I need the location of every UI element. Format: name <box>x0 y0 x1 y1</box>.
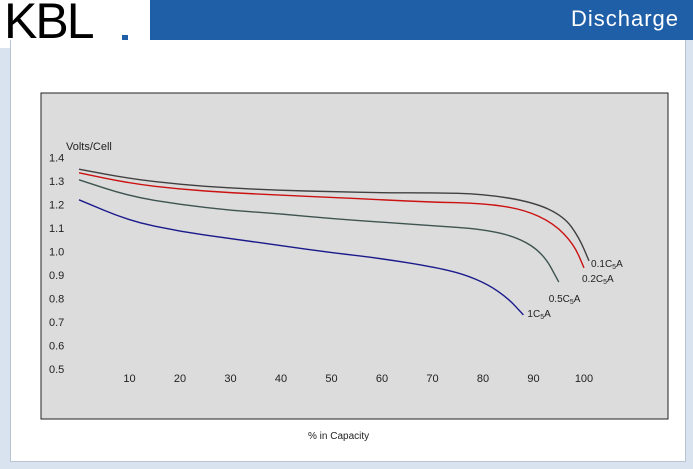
x-tick-label: 20 <box>174 373 186 385</box>
x-tick-label: 90 <box>527 373 539 385</box>
plot-border <box>40 92 669 420</box>
x-tick-label: 100 <box>575 373 593 385</box>
y-tick-label: 1.4 <box>49 153 64 165</box>
y-tick-label: 1.2 <box>49 200 64 212</box>
x-tick-label: 80 <box>477 373 489 385</box>
discharge-chart: Volts/Cell % in Capacity 0.5 0.6 0.7 0.8 0.9… <box>40 92 669 442</box>
y-tick-label: 1.1 <box>49 223 64 235</box>
x-axis-label: % in Capacity <box>308 431 369 442</box>
y-axis-label: Volts/Cell <box>66 141 112 153</box>
x-tick-label: 70 <box>426 373 438 385</box>
section-title: Discharge <box>570 6 679 31</box>
y-tick-label: 0.8 <box>49 294 64 306</box>
x-tick-label: 60 <box>376 373 388 385</box>
x-tick-label: 50 <box>325 373 337 385</box>
series-line-4 <box>78 199 524 316</box>
series-line-3 <box>78 179 560 283</box>
y-tick-label: 1.3 <box>49 176 64 188</box>
series-line-1 <box>78 168 590 262</box>
x-tick-label: 40 <box>275 373 287 385</box>
series-label: 1C5A <box>527 309 551 321</box>
y-tick-label: 0.9 <box>49 270 64 282</box>
x-tick-labels: 10 20 30 40 50 60 70 80 90 100 <box>123 373 593 385</box>
x-tick-label: 10 <box>123 373 135 385</box>
y-tick-label: 0.5 <box>49 364 64 376</box>
y-tick-labels: 0.5 0.6 0.7 0.8 0.9 1.0 1.1 1.2 1.3 1.4 <box>49 153 64 377</box>
series-label: 0.1C5A <box>591 259 623 271</box>
series-lines <box>78 168 590 316</box>
x-tick-label: 30 <box>224 373 236 385</box>
header-bar: KBL Discharge <box>0 0 693 49</box>
y-tick-label: 0.6 <box>49 341 64 353</box>
y-tick-label: 0.7 <box>49 317 64 329</box>
chart-panel: Volts/Cell % in Capacity 0.5 0.6 0.7 0.8 0.9… <box>10 40 686 462</box>
logo-dot-icon <box>122 35 128 41</box>
series-line-2 <box>78 172 585 269</box>
series-label: 0.5C5A <box>549 294 581 306</box>
series-label: 0.2C5A <box>582 274 614 286</box>
y-tick-label: 1.0 <box>49 247 64 259</box>
